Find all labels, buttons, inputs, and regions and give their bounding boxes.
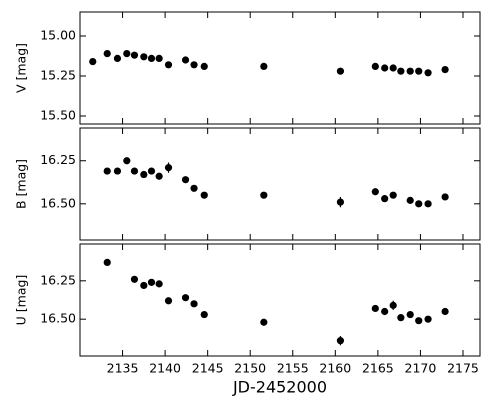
data-point	[190, 184, 198, 192]
data-point	[260, 191, 268, 199]
data-point	[389, 191, 397, 199]
y-tick-label: 16.25	[40, 272, 76, 287]
x-tick-label: 2145	[192, 361, 224, 376]
y-tick-label: 15.00	[40, 28, 76, 43]
data-point	[113, 54, 122, 63]
y-tick-label: 16.25	[40, 152, 76, 167]
data-point	[140, 170, 148, 179]
data-point	[441, 307, 449, 316]
data-point	[130, 51, 139, 59]
data-point	[181, 56, 190, 64]
y-tick-label: 16.50	[40, 195, 76, 210]
data-point	[371, 188, 379, 196]
data-point	[336, 198, 345, 206]
data-point	[441, 66, 449, 74]
data-point	[424, 200, 432, 208]
data-point	[336, 337, 345, 345]
x-tick-label: 2135	[107, 361, 139, 376]
data-point	[371, 304, 379, 313]
data-point	[415, 200, 423, 208]
data-point	[389, 301, 397, 309]
data-point	[113, 167, 122, 175]
data-point	[190, 300, 198, 308]
x-axis-label: JD-2452000	[232, 378, 327, 397]
data-point	[200, 310, 208, 319]
data-point	[381, 195, 389, 203]
data-point	[140, 281, 148, 290]
x-tick-label: 2150	[234, 361, 266, 376]
data-point	[406, 67, 414, 75]
y-axis-label: U [mag]	[14, 275, 29, 326]
plot-frame	[79, 11, 481, 125]
data-point	[103, 50, 111, 58]
plot-frame	[79, 243, 481, 357]
y-tick-label: 15.50	[40, 108, 76, 123]
data-point	[140, 53, 148, 61]
data-point	[130, 167, 139, 175]
data-point	[424, 315, 432, 323]
plot-frame	[79, 127, 481, 241]
x-tick-label: 2170	[405, 361, 437, 376]
data-point	[389, 64, 397, 72]
data-point	[164, 164, 173, 172]
data-point	[155, 280, 163, 288]
data-point	[406, 310, 414, 319]
data-point	[406, 196, 414, 204]
data-point	[164, 61, 173, 69]
data-point	[147, 54, 156, 63]
x-tick-label: 2160	[319, 361, 351, 376]
data-point	[89, 58, 97, 66]
data-point	[441, 193, 449, 201]
y-tick-label: 16.50	[40, 311, 76, 326]
y-axis-label: V [mag]	[14, 43, 29, 93]
data-point	[397, 314, 405, 322]
data-point	[103, 258, 111, 267]
x-tick-label: 2140	[149, 361, 181, 376]
data-point	[103, 167, 111, 175]
data-point	[336, 67, 345, 75]
data-point	[147, 167, 156, 175]
x-tick-label: 2165	[362, 361, 394, 376]
data-point	[181, 176, 190, 184]
data-point	[190, 61, 198, 69]
data-point	[381, 64, 389, 72]
data-point	[381, 307, 389, 316]
data-point	[123, 157, 131, 165]
data-point	[164, 297, 173, 305]
data-point	[181, 294, 190, 302]
data-point	[424, 69, 432, 77]
x-tick-label: 2155	[277, 361, 309, 376]
data-point	[415, 317, 423, 325]
data-point	[200, 191, 208, 199]
data-point	[123, 50, 131, 58]
data-point	[155, 54, 163, 63]
data-point	[155, 172, 163, 180]
data-point	[415, 67, 423, 75]
data-point	[130, 275, 139, 283]
x-tick-label: 2175	[447, 361, 479, 376]
data-point	[397, 67, 405, 75]
data-point	[260, 318, 268, 326]
y-tick-label: 15.25	[40, 68, 76, 83]
data-point	[147, 278, 156, 286]
data-point	[260, 62, 268, 70]
data-point	[371, 62, 379, 70]
y-axis-label: B [mag]	[14, 159, 29, 209]
data-point	[200, 62, 208, 70]
